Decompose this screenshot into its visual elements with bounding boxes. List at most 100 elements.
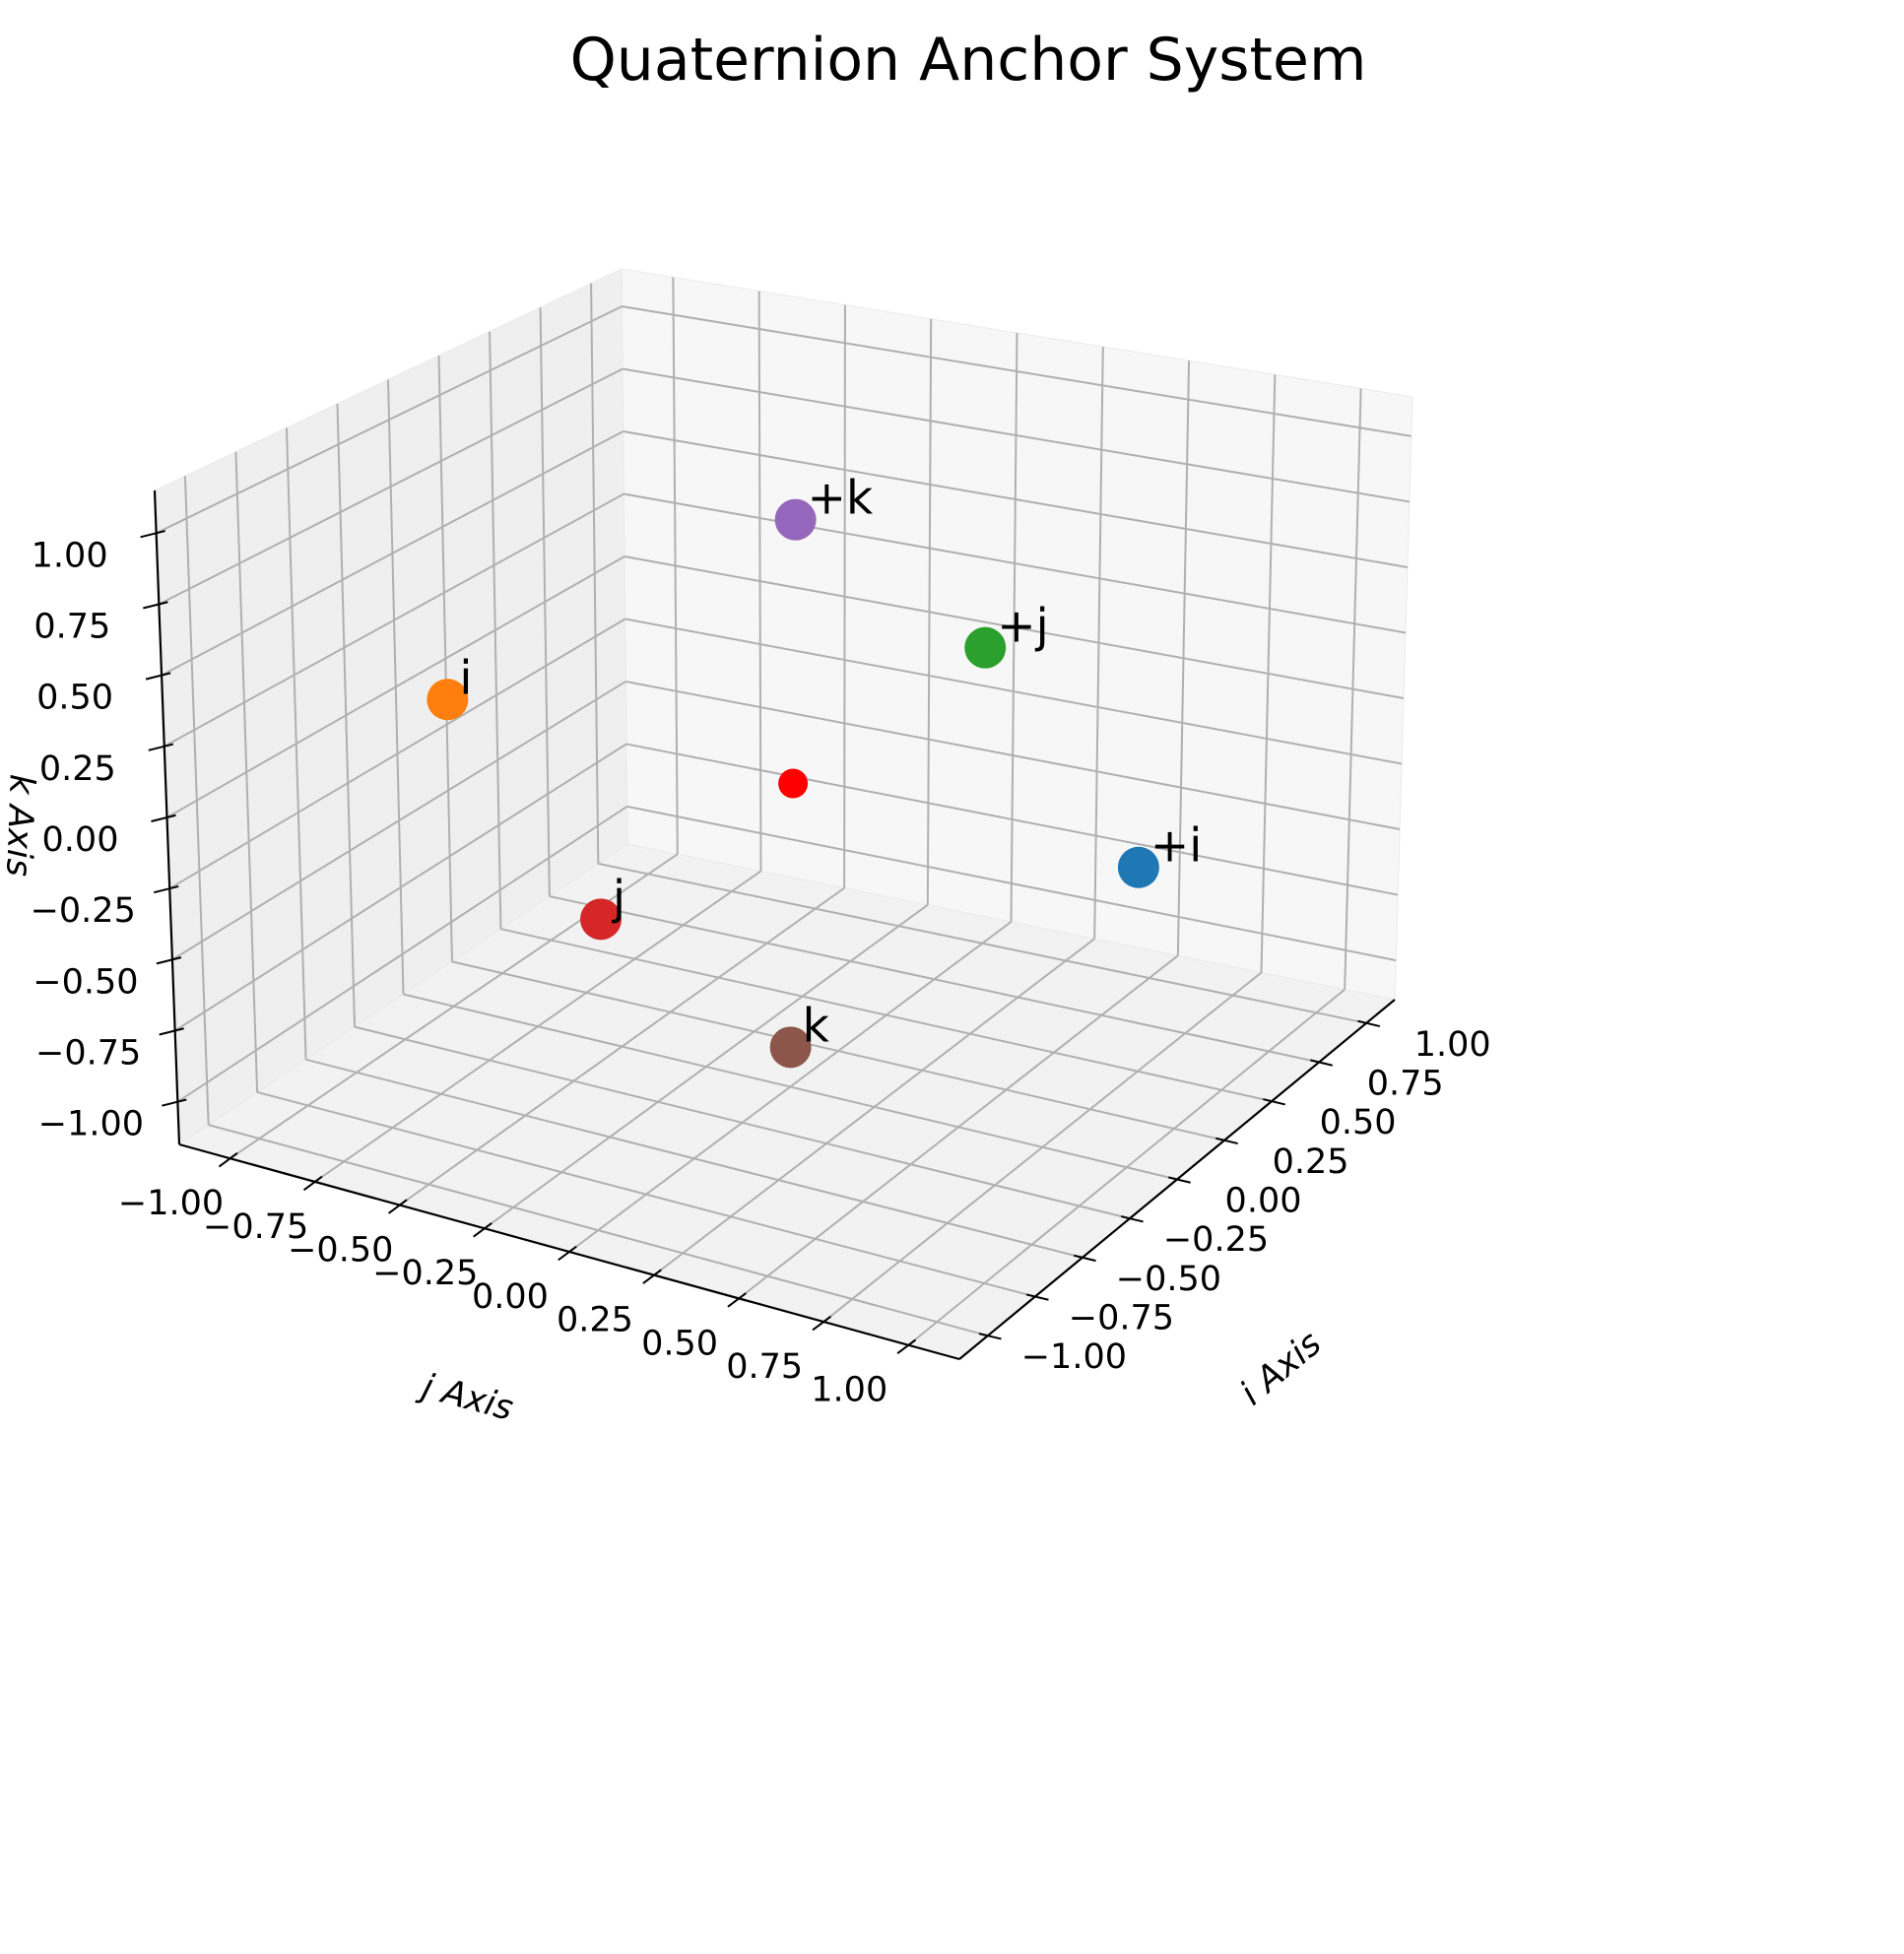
x-tick	[1310, 1059, 1333, 1067]
y-tick-label: 0.25	[557, 1301, 633, 1340]
x-tick-label: 1.00	[1414, 1025, 1491, 1065]
z-tick	[143, 601, 168, 610]
grid-line-wall-z-left	[161, 430, 624, 677]
data-point	[774, 498, 817, 541]
grid-lines	[156, 277, 1412, 1346]
data-point	[1117, 846, 1159, 888]
z-tick-label: −0.50	[33, 962, 138, 1002]
data-point	[427, 679, 469, 721]
grid-line-wall-x	[1093, 347, 1104, 940]
grid-line-floor-x	[738, 954, 1179, 1300]
data-point-label: +j	[997, 600, 1048, 654]
grid-line-floor-y	[403, 993, 1178, 1181]
x-tick-label: −1.00	[1021, 1337, 1127, 1377]
x-tick	[1025, 1293, 1049, 1301]
z-tick	[151, 814, 176, 822]
x-axis-label: i Axis	[1233, 1324, 1329, 1413]
grid-line-wall-y	[590, 283, 600, 864]
grid-line-floor-y	[451, 960, 1225, 1141]
z-tick-label: −0.75	[35, 1034, 141, 1074]
z-tick	[145, 672, 171, 681]
y-tick-label: −0.50	[288, 1230, 393, 1270]
y-tick	[302, 1175, 323, 1192]
grid-line-wall-z-right	[622, 305, 1412, 437]
grid-line-wall-z-left	[164, 492, 624, 748]
data-point	[778, 768, 809, 799]
grid-line-wall-z-right	[624, 492, 1407, 634]
x-tick-label: −0.25	[1163, 1220, 1269, 1260]
z-axis-label: k Axis	[0, 773, 41, 877]
x-tick-label: 0.75	[1367, 1064, 1444, 1103]
z-tick	[148, 743, 174, 751]
grid-line-floor-y	[549, 895, 1320, 1064]
data-point-label: k	[803, 999, 830, 1053]
chart-title: Quaternion Anchor System	[570, 26, 1367, 95]
x-tick	[1357, 1019, 1381, 1028]
data-point-label: +k	[808, 472, 874, 526]
data-points: +i i +j j +k k	[427, 472, 1202, 1069]
y-tick	[473, 1222, 492, 1238]
y-tick-label: 0.50	[641, 1324, 718, 1363]
z-tick	[156, 956, 182, 965]
z-tick-label: 1.00	[32, 536, 108, 575]
z-tick	[159, 1027, 184, 1036]
z-tick-label: −1.00	[38, 1105, 144, 1144]
z-tick-label: 0.75	[33, 607, 110, 646]
axis-panes	[154, 268, 1413, 1360]
grid-line-wall-y	[437, 356, 453, 962]
y-tick-label: −0.25	[372, 1254, 478, 1293]
grid-line-wall-z-left	[166, 555, 625, 818]
y-tick	[558, 1245, 577, 1262]
x-tick	[1215, 1137, 1238, 1145]
grid-line-floor-x	[822, 971, 1263, 1323]
y-tick	[727, 1292, 747, 1308]
grid-line-wall-x	[1344, 388, 1362, 990]
data-point-label: +i	[1150, 819, 1202, 874]
data-point-label: i	[459, 651, 472, 705]
grid-line-wall-z-left	[156, 305, 623, 535]
z-tick-label: 0.00	[42, 820, 119, 860]
y-tick	[388, 1199, 408, 1214]
grid-line-wall-y	[489, 331, 502, 930]
y-tick	[218, 1152, 238, 1168]
x-tick-label: 0.25	[1273, 1142, 1349, 1182]
grid-line-floor-y	[598, 862, 1367, 1024]
x-tick-label: 0.00	[1225, 1181, 1302, 1220]
y-tick	[812, 1315, 832, 1332]
grid-line-wall-x	[1260, 374, 1277, 973]
z-tick	[140, 530, 165, 539]
y-tick-label: −1.00	[118, 1184, 224, 1223]
z-tick	[153, 884, 179, 894]
y-axis-label: j Axis	[415, 1366, 518, 1429]
y-tick-label: 1.00	[811, 1371, 887, 1410]
y-tick	[896, 1338, 917, 1354]
z-tick	[162, 1098, 187, 1107]
grid-line-wall-x	[1176, 360, 1191, 956]
grid-line-wall-z-right	[624, 555, 1405, 699]
x-tick	[1073, 1254, 1096, 1263]
y-tick	[642, 1269, 662, 1284]
grid-line-floor-x	[907, 988, 1346, 1346]
z-tick-label: 0.25	[39, 749, 116, 789]
y-tick-label: 0.75	[726, 1347, 803, 1387]
y-tick-label: 0.00	[472, 1277, 549, 1317]
x-tick	[1120, 1215, 1144, 1223]
grid-line-wall-z-left	[158, 367, 624, 606]
grid-line-floor-y	[500, 928, 1273, 1103]
x-tick-label: 0.50	[1320, 1103, 1397, 1142]
data-point	[580, 898, 623, 941]
x-tick	[978, 1333, 1002, 1340]
z-tick-label: 0.50	[36, 679, 113, 718]
grid-line-wall-z-right	[623, 430, 1409, 568]
x-tick	[1168, 1176, 1191, 1184]
z-tick-label: −0.25	[31, 891, 136, 931]
grid-line-floor-x	[653, 938, 1095, 1276]
data-point-label: j	[612, 871, 625, 925]
data-point	[769, 1026, 812, 1069]
x-tick-label: −0.75	[1069, 1298, 1174, 1337]
grid-line-wall-y	[539, 307, 551, 897]
y-tick-label: −0.75	[203, 1207, 308, 1247]
data-point	[964, 626, 1007, 669]
grid-line-wall-z-right	[622, 367, 1411, 503]
